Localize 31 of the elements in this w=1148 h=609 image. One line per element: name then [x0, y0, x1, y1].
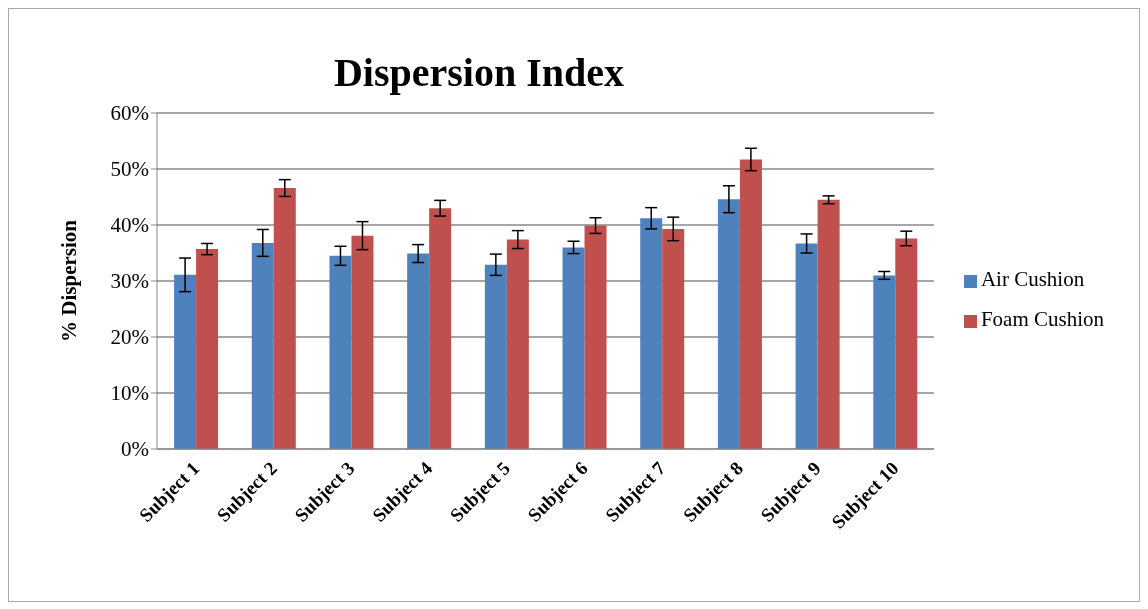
y-tick-label: 40% [110, 213, 149, 238]
y-tick-label: 50% [110, 157, 149, 182]
bar [251, 242, 274, 449]
legend-label: Foam Cushion [980, 307, 1104, 331]
bar [662, 228, 685, 449]
bar [739, 159, 762, 449]
bar [506, 239, 529, 449]
bar [873, 275, 896, 449]
legend-label: Air Cushion [980, 267, 1085, 291]
bar [407, 253, 430, 449]
y-tick-label: 20% [110, 325, 149, 350]
bar [795, 243, 818, 449]
y-axis-title: % Dispersion [57, 219, 82, 342]
bar [717, 199, 740, 449]
bar [895, 238, 918, 449]
bar [817, 199, 840, 449]
bar [351, 235, 374, 449]
y-tick-label: 0% [121, 437, 149, 462]
bar [640, 218, 663, 449]
bar [174, 274, 197, 449]
bar [273, 188, 296, 449]
y-tick-label: 30% [110, 269, 149, 294]
bar [196, 249, 219, 449]
y-tick-label: 10% [110, 381, 149, 406]
y-tick-label: 60% [110, 101, 149, 126]
chart-title: Dispersion Index [332, 49, 626, 96]
bar [329, 255, 352, 449]
bar [484, 264, 507, 449]
bar [584, 225, 607, 449]
bar [429, 208, 452, 449]
bar [562, 247, 585, 449]
